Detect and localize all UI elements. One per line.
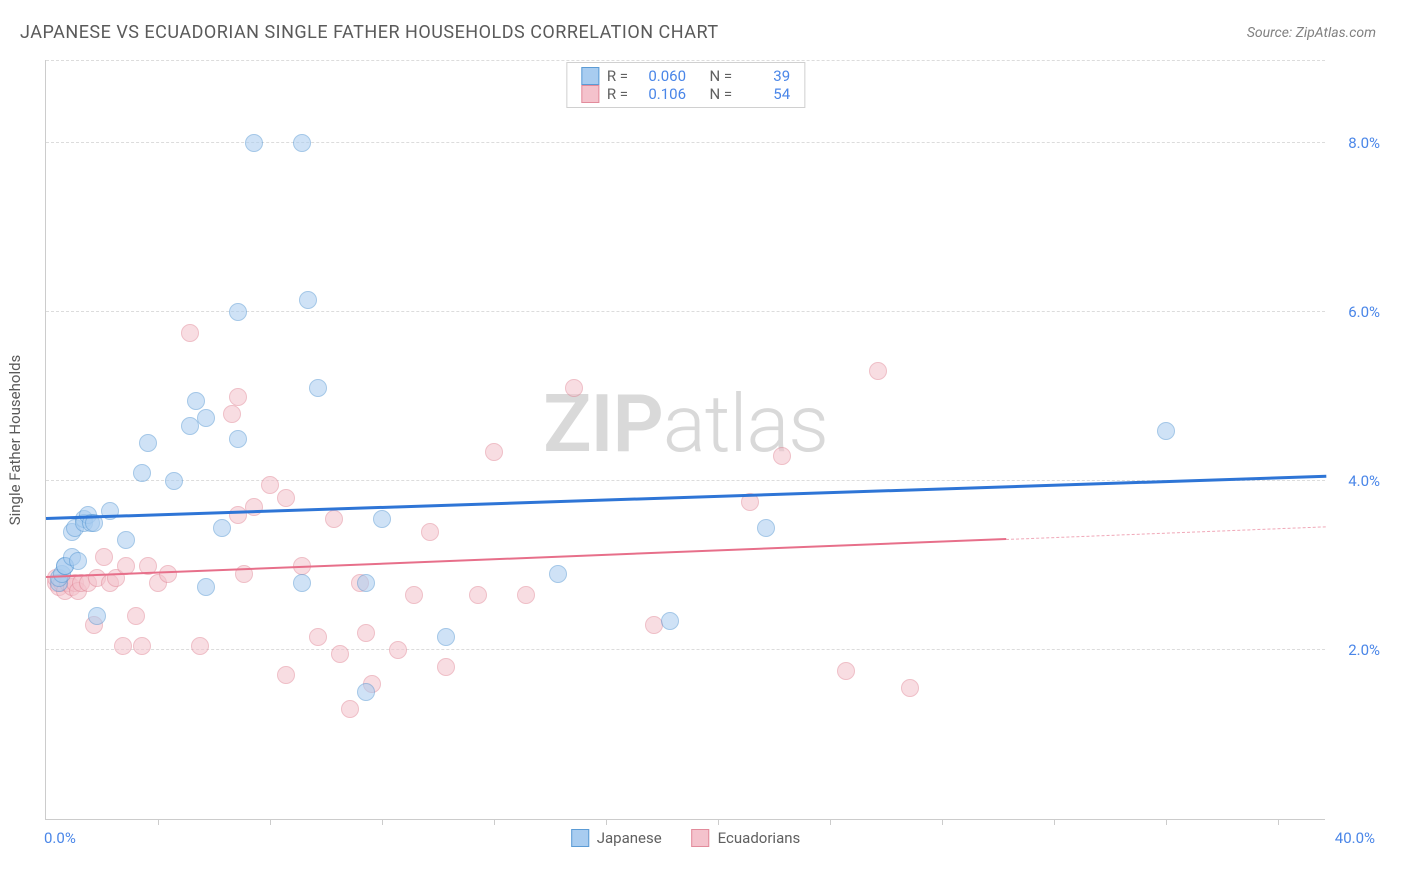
ecuadorians-point — [245, 498, 263, 516]
x-tick — [270, 819, 271, 825]
x-tick — [718, 819, 719, 825]
japanese-point — [293, 134, 311, 152]
japanese-point — [357, 574, 375, 592]
legend-row-japanese: R = 0.060 N = 39 — [581, 67, 790, 85]
japanese-point — [229, 303, 247, 321]
x-tick — [1054, 819, 1055, 825]
japanese-point — [309, 379, 327, 397]
ecuadorians-point — [565, 379, 583, 397]
y-tick-label: 6.0% — [1348, 303, 1380, 321]
trend-line — [46, 538, 1006, 578]
legend-row-ecuadorians: R = 0.106 N = 54 — [581, 85, 790, 103]
y-axis-title: Single Father Households — [6, 355, 24, 526]
ecuadorians-swatch-icon — [692, 829, 710, 847]
ecuadorians-point — [95, 548, 113, 566]
series-legend: Japanese Ecuadorians — [571, 829, 801, 847]
ecuadorians-point — [389, 641, 407, 659]
gridline — [46, 142, 1325, 143]
source-label: Source: ZipAtlas.com — [1247, 25, 1376, 41]
japanese-point — [661, 612, 679, 630]
x-axis-min: 0.0% — [44, 829, 76, 847]
ecuadorians-point — [229, 388, 247, 406]
japanese-point — [197, 409, 215, 427]
ecuadorians-point — [437, 658, 455, 676]
japanese-point — [1157, 422, 1175, 440]
japanese-point — [373, 510, 391, 528]
gridline — [46, 60, 1325, 61]
x-tick — [606, 819, 607, 825]
x-tick — [830, 819, 831, 825]
legend-item-japanese: Japanese — [571, 829, 662, 847]
japanese-point — [213, 519, 231, 537]
x-tick — [158, 819, 159, 825]
ecuadorians-point — [159, 565, 177, 583]
japanese-point — [357, 683, 375, 701]
plot-area: ZIPatlas R = 0.060 N = 39 R = 0.106 N = … — [45, 60, 1325, 820]
ecuadorians-swatch-icon — [581, 85, 599, 103]
japanese-point — [437, 628, 455, 646]
japanese-swatch-icon — [581, 67, 599, 85]
ecuadorians-point — [837, 662, 855, 680]
ecuadorians-point — [341, 700, 359, 718]
legend-item-ecuadorians: Ecuadorians — [692, 829, 801, 847]
ecuadorians-point — [309, 628, 327, 646]
japanese-point — [117, 531, 135, 549]
ecuadorians-point — [133, 637, 151, 655]
ecuadorians-point — [277, 666, 295, 684]
ecuadorians-point — [517, 586, 535, 604]
x-tick — [382, 819, 383, 825]
chart-title: JAPANESE VS ECUADORIAN SINGLE FATHER HOU… — [20, 22, 719, 43]
trend-line — [1006, 527, 1326, 541]
ecuadorians-point — [191, 637, 209, 655]
ecuadorians-point — [325, 510, 343, 528]
ecuadorians-point — [405, 586, 423, 604]
ecuadorians-point — [277, 489, 295, 507]
x-tick — [942, 819, 943, 825]
ecuadorians-point — [485, 443, 503, 461]
ecuadorians-point — [357, 624, 375, 642]
japanese-point — [299, 291, 317, 309]
japanese-point — [757, 519, 775, 537]
japanese-point — [88, 607, 106, 625]
ecuadorians-point — [331, 645, 349, 663]
ecuadorians-point — [127, 607, 145, 625]
japanese-point — [229, 430, 247, 448]
ecuadorians-point — [869, 362, 887, 380]
ecuadorians-point — [261, 476, 279, 494]
japanese-point — [69, 552, 87, 570]
japanese-point — [165, 472, 183, 490]
correlation-legend: R = 0.060 N = 39 R = 0.106 N = 54 — [566, 62, 805, 108]
ecuadorians-point — [181, 324, 199, 342]
ecuadorians-point — [421, 523, 439, 541]
japanese-point — [245, 134, 263, 152]
ecuadorians-point — [223, 405, 241, 423]
japanese-swatch-icon — [571, 829, 589, 847]
x-axis-max: 40.0% — [1335, 829, 1375, 847]
ecuadorians-point — [469, 586, 487, 604]
y-tick-label: 4.0% — [1348, 472, 1380, 490]
japanese-point — [133, 464, 151, 482]
x-tick — [1166, 819, 1167, 825]
japanese-point — [187, 392, 205, 410]
japanese-point — [139, 434, 157, 452]
japanese-point — [293, 574, 311, 592]
y-tick-label: 2.0% — [1348, 641, 1380, 659]
x-tick — [1278, 819, 1279, 825]
japanese-point — [197, 578, 215, 596]
chart-container: ZIPatlas R = 0.060 N = 39 R = 0.106 N = … — [45, 60, 1385, 820]
gridline — [46, 649, 1325, 650]
y-tick-label: 8.0% — [1348, 134, 1380, 152]
x-tick — [494, 819, 495, 825]
japanese-point — [549, 565, 567, 583]
ecuadorians-point — [901, 679, 919, 697]
ecuadorians-point — [773, 447, 791, 465]
ecuadorians-point — [114, 637, 132, 655]
